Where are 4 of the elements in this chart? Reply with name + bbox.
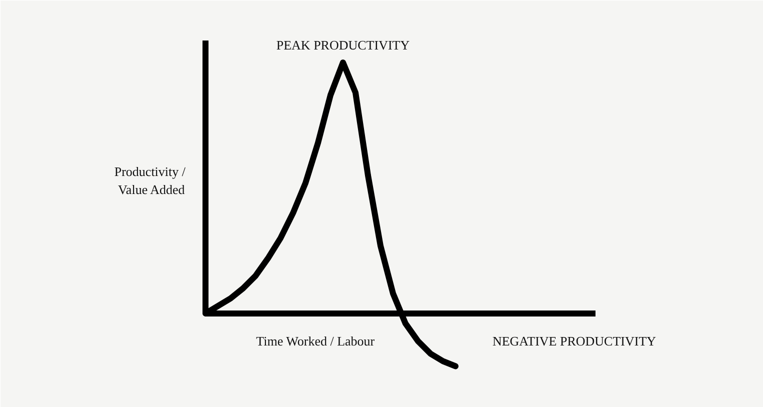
y-axis-title: Productivity / Value Added (114, 164, 186, 197)
text: NEGATIVE PRODUCTIVITY (492, 334, 657, 349)
text: PEAK PRODUCTIVITY (276, 37, 410, 52)
x-axis-title: Time Worked / Labour (256, 334, 376, 349)
